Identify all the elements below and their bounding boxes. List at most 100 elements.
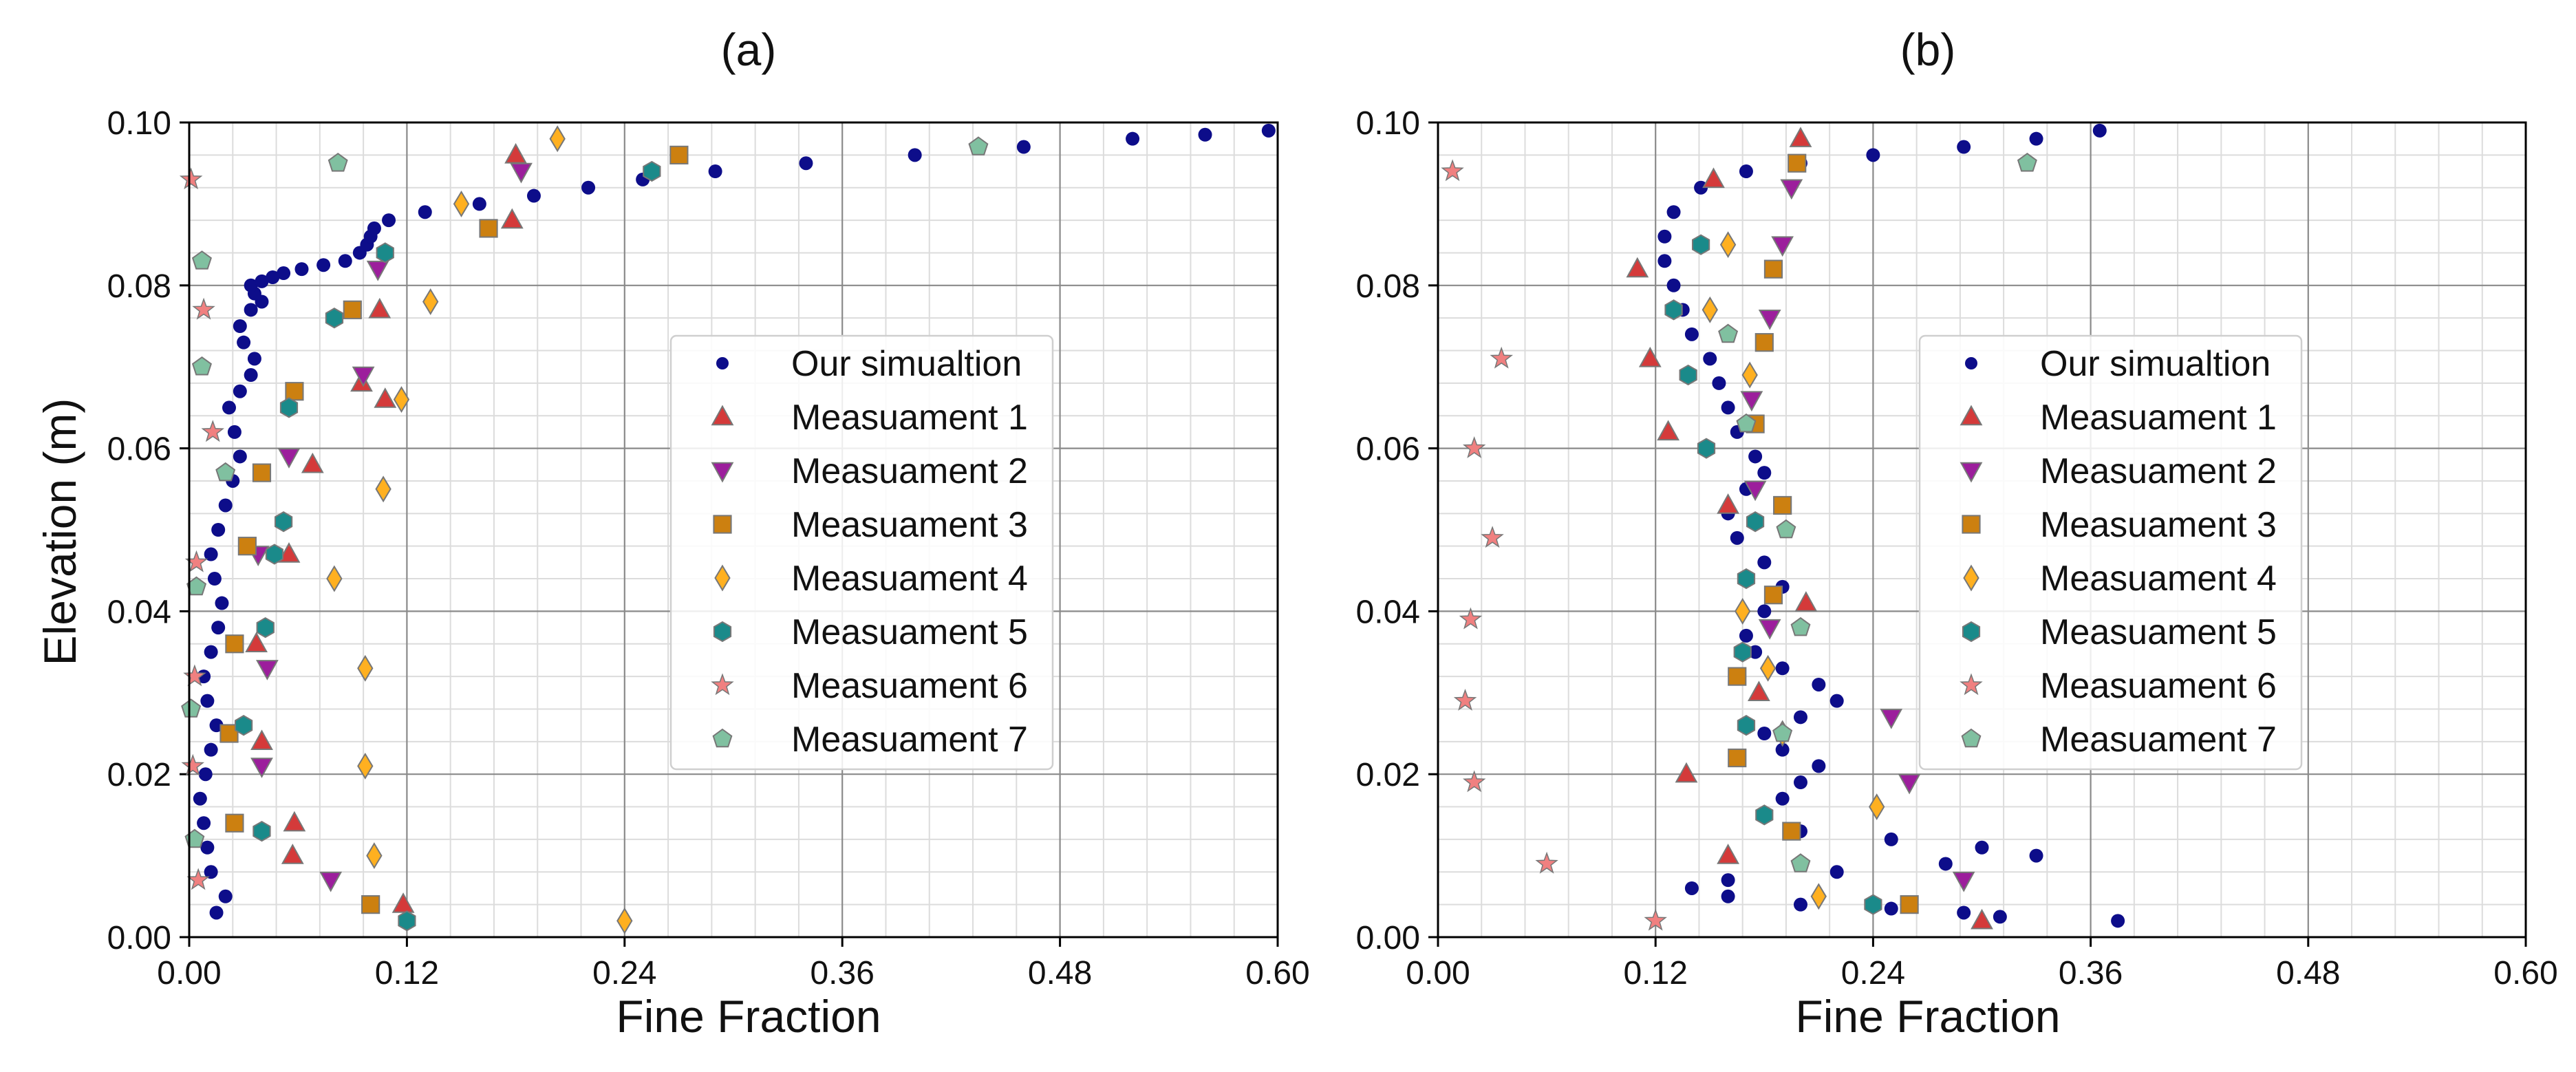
simulation-point [1016, 140, 1031, 154]
legend-label: Measuament 5 [791, 612, 1028, 652]
legend-item: Measuament 7 [1961, 720, 2277, 760]
simulation-point [1730, 530, 1744, 545]
legend-item: Measuament 5 [713, 612, 1028, 652]
measurement-5-point [1697, 438, 1716, 459]
simulation-point [244, 303, 258, 317]
measurement-5-point [643, 160, 661, 182]
legend: Our simualtion Measuament 1 Measuament 2 Me… [669, 334, 1054, 771]
measurement-1-point [281, 844, 304, 864]
axes-frame [1437, 121, 2527, 939]
measurement-5-point [1664, 299, 1683, 321]
measurement-4-point [357, 752, 374, 780]
measurement-4-point [1702, 296, 1718, 323]
y-tick-label: 0.08 [1356, 268, 1420, 305]
measurement-4-point [453, 190, 470, 217]
measurement-2-point [352, 366, 375, 387]
measurement-1-point [1626, 257, 1649, 278]
simulation-point [367, 221, 381, 235]
simulation-point [1739, 628, 1753, 643]
simulation-point [1975, 840, 1989, 855]
simulation-point [204, 865, 218, 879]
measurement-7-point [191, 250, 212, 270]
measurement-3-point [225, 813, 244, 833]
simulation-point [1829, 865, 1844, 879]
measurement-5-point [398, 910, 416, 932]
measurement-3-point [361, 895, 380, 914]
measurement-1-point [368, 297, 391, 319]
simulation-point [1829, 694, 1844, 708]
measurement-3-point [669, 145, 689, 164]
simulation-point [382, 213, 396, 228]
simulation-point [338, 254, 352, 268]
measurement-1-point [374, 387, 397, 408]
measurement-3-point [285, 382, 304, 401]
simulation-point [1684, 881, 1699, 895]
simulation-point [277, 266, 291, 281]
legend-marker [714, 564, 731, 592]
legend-label: Measuament 4 [791, 559, 1028, 599]
simulation-point [1993, 910, 2007, 924]
measurement-7-point [215, 462, 236, 482]
measurement-6-point [179, 167, 203, 190]
measurement-3-point [1773, 495, 1792, 515]
measurement-6-point [1453, 688, 1477, 711]
measurement-5-point [1755, 804, 1774, 826]
simulation-point [1775, 661, 1790, 676]
measurement-7-point [2017, 152, 2037, 172]
x-tick-label: 0.36 [810, 955, 874, 991]
legend-label: Measuament 2 [2040, 451, 2277, 491]
measurement-5-point [1679, 364, 1697, 386]
legend-marker [1962, 515, 1981, 534]
x-tick-label: 0.24 [1841, 955, 1905, 991]
simulation-point [1775, 742, 1790, 757]
measurement-7-point [1776, 519, 1796, 539]
legend-item: Measuament 1 [1960, 398, 2277, 438]
measurement-1-point [1638, 346, 1662, 367]
simulation-point [255, 274, 269, 288]
y-tick-label: 0.02 [107, 757, 171, 793]
measurement-4-point [1869, 793, 1885, 821]
simulation-point [207, 572, 222, 586]
simulation-point [1884, 832, 1898, 846]
measurement-2-point [1758, 310, 1781, 330]
simulation-point [1721, 889, 1735, 903]
legend-label: Measuament 7 [2040, 720, 2277, 760]
simulation-point [209, 905, 224, 920]
legend-label: Measuament 5 [2040, 612, 2277, 652]
measurement-4-point [616, 907, 633, 934]
panel-b: (b) Fine Fraction 0.00 0.12 0.24 0.36 0.48 0.… [1356, 24, 2558, 1042]
measurement-7-point [191, 356, 212, 376]
measurement-4-point [357, 654, 374, 682]
simulation-point [1666, 205, 1681, 219]
simulation-point [472, 197, 486, 211]
y-tick-label: 0.06 [107, 431, 171, 468]
simulation-point [218, 889, 233, 903]
simulation-point [526, 189, 541, 203]
simulation-point [222, 400, 237, 415]
simulation-point [1866, 148, 1880, 162]
simulation-point [2029, 131, 2043, 146]
measurement-7-point [1790, 617, 1811, 636]
legend-label: Measuament 1 [2040, 398, 2277, 438]
measurement-1-point [500, 208, 524, 229]
measurement-7-point [181, 698, 202, 718]
simulation-point [799, 156, 813, 171]
simulation-point [316, 258, 331, 272]
measurement-3-point [1763, 259, 1783, 279]
measurement-3-point [343, 300, 362, 319]
legend-label: Measuament 7 [791, 720, 1028, 760]
x-tick-label: 0.00 [1406, 955, 1470, 991]
measurement-6-point [1481, 526, 1504, 548]
measurement-2-point [319, 871, 343, 892]
measurement-7-point [1736, 413, 1757, 433]
panel-a-title: (a) [721, 24, 777, 75]
legend-marker [713, 515, 732, 534]
measurement-3-point [1788, 153, 1807, 173]
measurement-3-point [479, 219, 498, 238]
legend-item: Measuament 2 [1960, 451, 2277, 491]
measurement-1-point [277, 542, 301, 563]
legend-label: Measuament 2 [791, 451, 1028, 491]
legend-box [1918, 334, 2303, 771]
y-tick-label: 0.10 [1356, 105, 1420, 142]
simulation-point [1794, 775, 1807, 790]
